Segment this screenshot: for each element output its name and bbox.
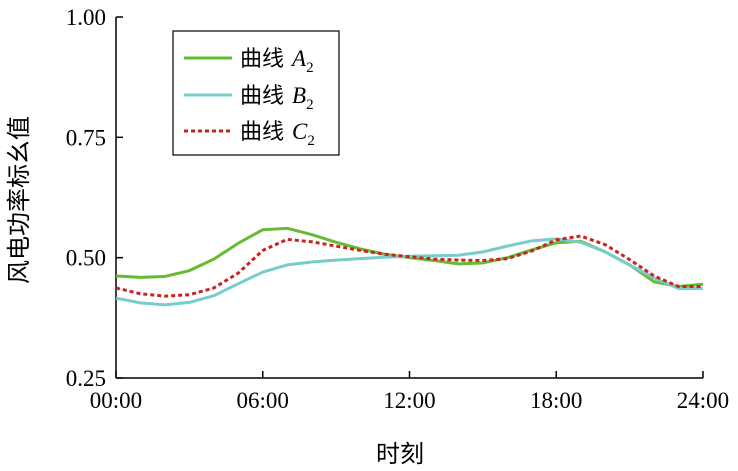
legend-name: 曲线 <box>240 120 284 145</box>
legend-subscript: 2 <box>306 60 314 76</box>
x-tick-label: 06:00 <box>237 388 289 413</box>
x-tick-label: 12:00 <box>383 388 435 413</box>
series-line-b <box>115 237 703 307</box>
y-tick-label: 1.00 <box>66 5 106 30</box>
legend-name: 曲线 <box>240 84 284 109</box>
legend-box <box>172 30 340 156</box>
legend-symbol: B <box>292 83 306 108</box>
legend-label-c: 曲线 C2 <box>240 119 315 149</box>
y-tick-label: 0.75 <box>66 125 106 150</box>
legend-subscript: 2 <box>307 133 315 149</box>
x-tick-label: 18:00 <box>530 388 582 413</box>
x-axis: 00:00 06:00 12:00 18:00 24:00 <box>90 371 729 413</box>
legend-symbol: C <box>292 119 308 144</box>
legend-label-b: 曲线 B2 <box>240 83 314 113</box>
x-axis-title: 时刻 <box>376 440 424 468</box>
legend-subscript: 2 <box>306 97 314 113</box>
legend-name: 曲线 <box>240 47 284 72</box>
y-axis-title: 风电功率标幺值 <box>5 116 33 284</box>
series-line-c <box>115 234 703 298</box>
legend-symbol: A <box>290 46 307 71</box>
series-layer <box>115 226 704 307</box>
x-tick-label: 00:00 <box>90 388 142 413</box>
y-tick-label: 0.50 <box>66 246 106 271</box>
y-axis: 0.25 0.50 0.75 1.00 <box>66 5 123 391</box>
y-tick-label: 0.25 <box>66 366 106 391</box>
legend-label-a: 曲线 A2 <box>240 46 314 76</box>
x-tick-label: 24:00 <box>677 388 729 413</box>
